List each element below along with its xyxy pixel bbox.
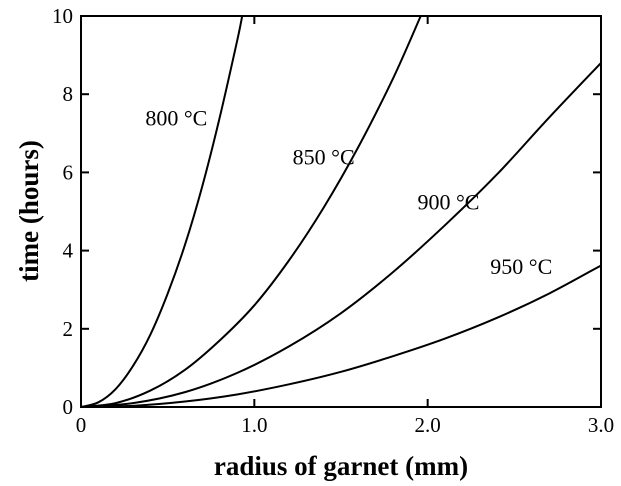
y-tick-label-1: 2 bbox=[63, 317, 74, 341]
curve-series-2 bbox=[80, 62, 602, 408]
y-tick-label-0: 0 bbox=[63, 395, 74, 419]
curve-labels: 800 °C 850 °C 900 °C 950 °C bbox=[145, 105, 552, 279]
curve-series bbox=[80, 15, 602, 408]
axis-tick-labels: 0 1.0 2.0 3.0 0 2 4 6 8 10 bbox=[52, 4, 614, 437]
curve-label-0: 800 °C bbox=[145, 105, 207, 130]
y-tick-label-2: 4 bbox=[63, 239, 74, 263]
x-tick-label-0: 0 bbox=[76, 413, 87, 437]
x-tick-label-2: 2.0 bbox=[415, 413, 441, 437]
curve-series-1 bbox=[80, 15, 422, 408]
x-tick-label-1: 1.0 bbox=[241, 413, 267, 437]
curve-series-3 bbox=[80, 264, 602, 408]
curve-label-1: 850 °C bbox=[293, 145, 355, 170]
y-tick-label-4: 8 bbox=[63, 82, 74, 106]
y-tick-label-5: 10 bbox=[52, 4, 73, 28]
y-tick-label-3: 6 bbox=[63, 160, 74, 184]
curve-label-3: 950 °C bbox=[490, 254, 552, 279]
curve-label-2: 900 °C bbox=[417, 190, 479, 215]
axis-ticks bbox=[80, 15, 602, 408]
curve-series-0 bbox=[80, 15, 244, 408]
plot-frame bbox=[80, 15, 602, 408]
y-axis-title: time (hours) bbox=[14, 140, 44, 282]
x-tick-label-3: 3.0 bbox=[588, 413, 614, 437]
x-axis-title: radius of garnet (mm) bbox=[214, 451, 468, 481]
